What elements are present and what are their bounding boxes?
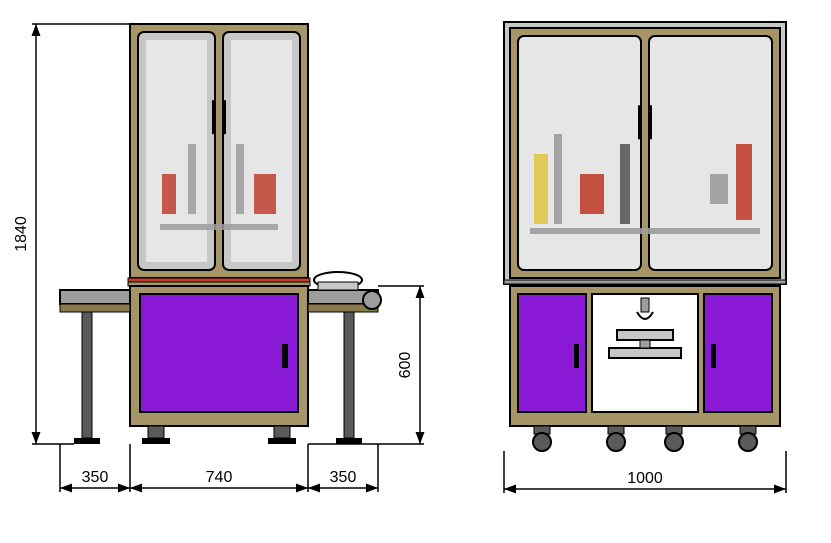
svg-text:350: 350 <box>330 469 357 486</box>
svg-text:740: 740 <box>206 469 233 486</box>
dim-cabinet-height: 600 <box>397 352 414 379</box>
technical-drawing: 1840 600 350 740 350 1000 <box>0 0 831 543</box>
side-view <box>504 22 786 451</box>
dim-overall-height: 1840 <box>13 216 30 252</box>
svg-text:1000: 1000 <box>627 470 663 487</box>
front-view <box>60 24 381 444</box>
svg-text:350: 350 <box>82 469 109 486</box>
